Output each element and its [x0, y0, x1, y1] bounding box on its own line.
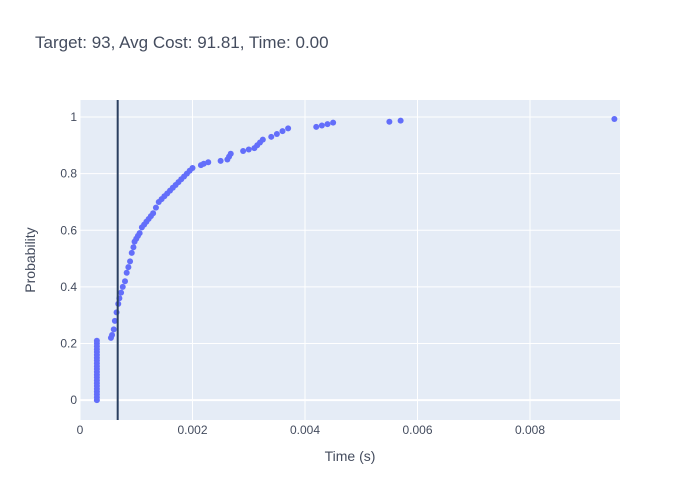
data-point — [330, 119, 337, 126]
data-point — [611, 115, 618, 122]
y-tick-label: 0.6 — [60, 223, 77, 237]
data-point — [205, 159, 212, 166]
data-point — [128, 249, 135, 256]
data-point — [93, 337, 100, 344]
y-tick-label: 1 — [70, 110, 77, 124]
y-tick-label: 0.4 — [60, 280, 77, 294]
data-point — [111, 317, 118, 324]
data-point — [227, 150, 234, 157]
data-point — [285, 125, 292, 132]
data-point — [110, 326, 117, 333]
data-point — [397, 117, 404, 124]
data-point — [200, 160, 207, 167]
x-tick-label: 0.008 — [515, 423, 545, 437]
plot-area — [80, 100, 620, 420]
grid-lines — [79, 100, 620, 420]
chart-title: Target: 93, Avg Cost: 91.81, Time: 0.00 — [35, 33, 329, 52]
data-point — [109, 332, 116, 339]
data-point — [324, 121, 331, 128]
y-axis-label: Probability — [22, 227, 38, 292]
data-point — [123, 269, 130, 276]
data-point — [245, 146, 252, 153]
data-point — [130, 244, 137, 251]
data-point — [279, 128, 286, 135]
data-point — [318, 122, 325, 129]
data-point — [152, 204, 159, 211]
y-tick-label: 0.2 — [60, 337, 77, 351]
x-axis-ticks: 0 0.002 0.004 0.006 0.008 — [77, 423, 546, 437]
y-tick-label: 0 — [70, 393, 77, 407]
x-tick-label: 0.002 — [177, 423, 207, 437]
x-axis-label: Time (s) — [325, 448, 376, 464]
data-point — [217, 157, 224, 164]
data-point — [259, 136, 266, 143]
data-point — [119, 283, 126, 290]
data-point — [118, 289, 125, 296]
data-point — [268, 133, 275, 140]
x-tick-label: 0.006 — [402, 423, 432, 437]
data-point — [386, 118, 393, 125]
data-point — [313, 123, 320, 130]
data-point — [273, 130, 280, 137]
data-point — [122, 278, 128, 285]
data-points — [93, 115, 618, 404]
data-point — [127, 258, 134, 265]
x-tick-label: 0.004 — [290, 423, 320, 437]
y-tick-label: 0.8 — [60, 167, 77, 181]
data-point — [150, 210, 157, 217]
data-point — [136, 230, 143, 237]
data-point — [240, 147, 247, 154]
x-tick-label: 0 — [77, 423, 84, 437]
y-axis-ticks: 0 0.2 0.4 0.6 0.8 1 — [60, 110, 77, 407]
data-point — [189, 164, 196, 171]
data-point — [125, 264, 132, 271]
